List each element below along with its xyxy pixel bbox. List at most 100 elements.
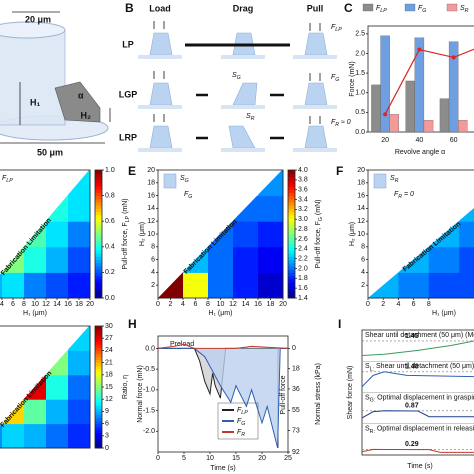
x-tick-label: 2 xyxy=(169,301,173,308)
y2-tick-label: 92 xyxy=(292,449,300,456)
level-label: 1.48 xyxy=(405,364,419,371)
heat-cell xyxy=(459,246,474,273)
heat-cell xyxy=(2,423,25,449)
x-tick-label: 14 xyxy=(242,301,250,308)
colorbar-step xyxy=(95,262,102,267)
y-tick-label: 16 xyxy=(357,192,365,199)
diagram-label: SG xyxy=(232,72,241,82)
colorbar-step xyxy=(288,179,295,184)
y-tick-label: 10 xyxy=(147,231,155,238)
colorbar-label: Pull-off force, FG (mN) xyxy=(315,200,325,269)
colorbar-step xyxy=(95,173,102,177)
y-tick-label: 6 xyxy=(361,256,365,263)
axes xyxy=(367,25,474,133)
x-tick-label: 4 xyxy=(0,301,4,308)
colorbar-tick-label: 24 xyxy=(105,347,113,354)
diagram-label: FG xyxy=(331,74,339,84)
x-tick-label: 10 xyxy=(31,301,39,308)
inset-label: FLP xyxy=(2,175,13,185)
colorbar-step xyxy=(288,269,295,273)
colorbar-step xyxy=(288,291,295,296)
colorbar-step xyxy=(95,227,102,232)
heat-cell xyxy=(68,272,91,299)
inset-shape xyxy=(163,173,177,189)
heat-cell xyxy=(68,195,91,222)
x-tick-label: 8 xyxy=(427,301,431,308)
row-label: LRP xyxy=(119,132,137,142)
y-tick-label: 12 xyxy=(357,218,365,225)
colorbar-step xyxy=(95,383,102,388)
y-axis-label: Normal force (mN) xyxy=(137,365,144,423)
legend-label: FR xyxy=(237,429,245,439)
colorbar-step xyxy=(95,341,102,345)
heat-cell xyxy=(46,423,69,449)
y2-axis-label: Normal stress (kPa) xyxy=(315,363,322,425)
colorbar-step xyxy=(95,441,102,446)
colorbar-step xyxy=(288,256,295,261)
colorbar-step xyxy=(95,250,102,254)
y-tick-label: 20 xyxy=(357,167,365,174)
colorbar-tick-label: 21 xyxy=(105,359,113,366)
colorbar-step xyxy=(288,227,295,232)
y2-tick-label: 0 xyxy=(292,345,296,352)
colorbar-tick-label: 27 xyxy=(105,335,113,342)
x-tick-label: 40 xyxy=(415,137,423,144)
legend-box xyxy=(217,402,259,440)
x-tick-label: 6 xyxy=(194,301,198,308)
colorbar-step xyxy=(288,211,295,216)
colorbar-tick-label: 3.4 xyxy=(298,196,308,203)
colorbar-step xyxy=(95,218,102,222)
colorbar-step xyxy=(288,282,295,286)
y-tick-label: 8 xyxy=(151,244,155,251)
colorbar-label: Pull-off force, FLP (mN) xyxy=(122,198,132,269)
excluded-region xyxy=(158,169,283,298)
x-axis-label: Revolve angle α xyxy=(395,149,445,156)
colorbar-step xyxy=(95,198,102,203)
colorbar-step xyxy=(95,240,102,245)
bar xyxy=(439,98,450,133)
colorbar-step xyxy=(95,211,102,216)
diagram-b: Load Drag Pull LP LGP LRP FLP SG FG SR FR ≈ … xyxy=(119,3,351,152)
inset-label: SR xyxy=(390,175,399,185)
colorbar-tick-label: 0.6 xyxy=(105,218,115,225)
line xyxy=(361,371,474,388)
y-tick-label: 10 xyxy=(357,231,365,238)
colorbar-step xyxy=(95,230,102,235)
column-header: Pull xyxy=(307,3,324,13)
axes xyxy=(157,335,289,453)
line xyxy=(384,48,474,115)
y2-tick-label: 73 xyxy=(292,427,300,434)
colorbar-step xyxy=(288,230,295,235)
heat-cell xyxy=(208,272,234,299)
diagram-label: FLP xyxy=(331,24,342,34)
colorbar-step xyxy=(288,259,295,264)
x-tick-label: 6 xyxy=(412,301,416,308)
bar xyxy=(423,120,434,133)
cylinder-top xyxy=(0,21,66,39)
panel-label: F xyxy=(336,164,343,178)
colorbar-step xyxy=(288,189,295,193)
colorbar-step xyxy=(95,282,102,286)
colorbar-step xyxy=(95,393,102,397)
x-tick-label: 16 xyxy=(254,301,262,308)
y-tick-label: 2.5 xyxy=(355,31,365,38)
label: 20 μm xyxy=(25,14,51,24)
colorbar-step xyxy=(95,402,102,406)
y-tick-label: 0.0 xyxy=(355,129,365,136)
colorbar-step xyxy=(95,221,102,225)
colorbar-step xyxy=(95,182,102,187)
colorbar-step xyxy=(95,329,102,333)
colorbar-step xyxy=(95,234,102,238)
axes xyxy=(0,325,91,449)
heat-cell xyxy=(68,399,91,425)
x-tick-label: 25 xyxy=(284,455,292,462)
colorbar-step xyxy=(95,259,102,264)
bar xyxy=(414,37,425,133)
colorbar-step xyxy=(288,173,295,177)
pillar xyxy=(304,32,328,56)
heat-cell xyxy=(2,272,25,299)
colorbar-step xyxy=(95,380,102,385)
colorbar-step xyxy=(95,285,102,289)
heat-cell xyxy=(68,350,91,376)
row-label: LGP xyxy=(119,89,138,99)
